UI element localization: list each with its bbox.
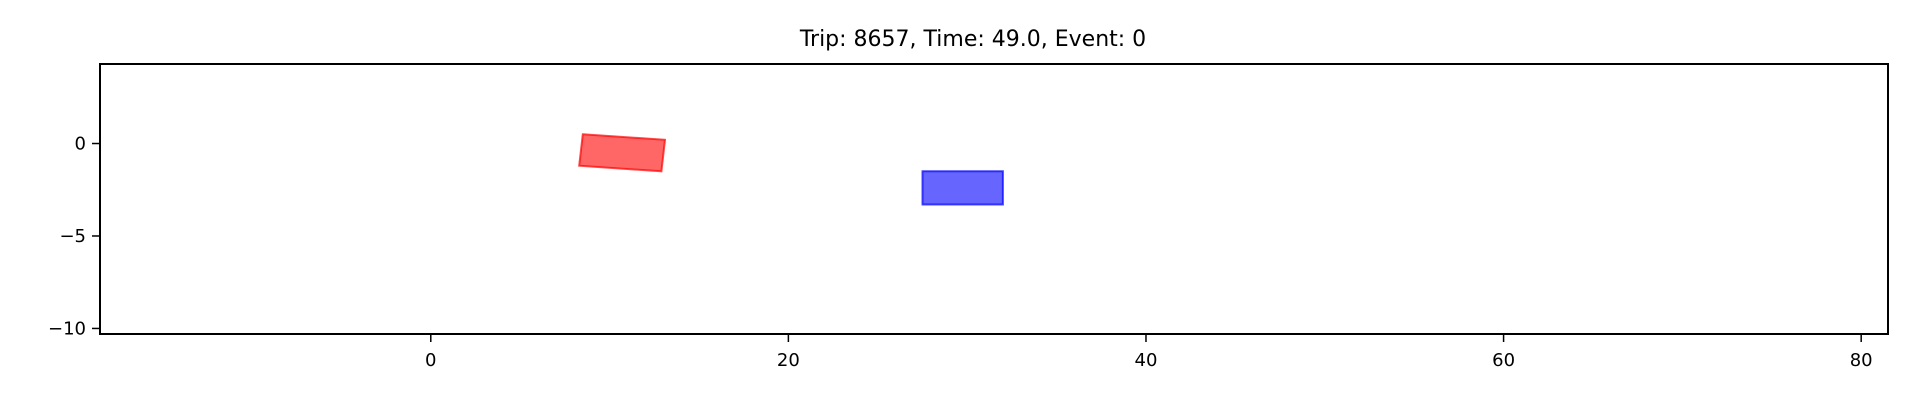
vehicles bbox=[578, 133, 1004, 206]
x-axis-ticks: 0 20 40 60 80 bbox=[425, 334, 1873, 371]
x-tick-label: 80 bbox=[1850, 350, 1873, 371]
x-tick-label: 60 bbox=[1492, 350, 1515, 371]
y-axis-ticks: 0 −5 −10 bbox=[48, 134, 100, 339]
y-tick-label: −10 bbox=[48, 318, 86, 339]
blue-vehicle bbox=[921, 170, 1004, 206]
x-tick-label: 0 bbox=[425, 350, 436, 371]
x-tick-label: 20 bbox=[777, 350, 800, 371]
x-tick-label: 40 bbox=[1135, 350, 1158, 371]
chart-title: Trip: 8657, Time: 49.0, Event: 0 bbox=[799, 27, 1146, 52]
red-vehicle bbox=[578, 133, 667, 173]
y-tick-label: 0 bbox=[75, 134, 86, 155]
y-tick-label: −5 bbox=[59, 226, 86, 247]
